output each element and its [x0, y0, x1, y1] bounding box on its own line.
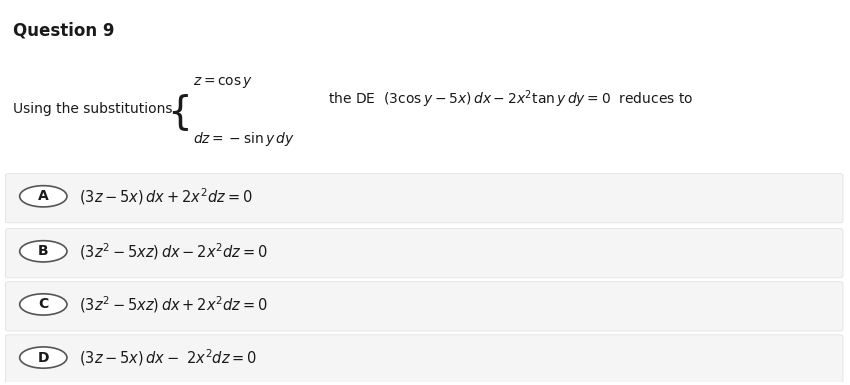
FancyBboxPatch shape	[5, 282, 843, 331]
Text: $\{$: $\{$	[167, 92, 190, 133]
Circle shape	[20, 241, 67, 262]
Text: A: A	[38, 189, 48, 203]
Text: $z = \cos y$: $z = \cos y$	[193, 75, 253, 90]
Text: the DE  $(3\cos y - 5x)\,dx - 2x^2\tan y\, dy = 0$  reduces to: the DE $(3\cos y - 5x)\,dx - 2x^2\tan y\…	[328, 89, 694, 110]
Text: C: C	[38, 298, 48, 311]
Text: Using the substitutions: Using the substitutions	[13, 102, 173, 116]
Circle shape	[20, 186, 67, 207]
Text: $(3z^2 - 5xz)\,dx + 2x^2dz = 0$: $(3z^2 - 5xz)\,dx + 2x^2dz = 0$	[79, 294, 268, 315]
Circle shape	[20, 294, 67, 315]
Text: D: D	[37, 351, 49, 365]
FancyBboxPatch shape	[5, 174, 843, 223]
Text: B: B	[38, 244, 48, 258]
Circle shape	[20, 347, 67, 368]
Text: $dz = -\sin y\, dy$: $dz = -\sin y\, dy$	[193, 131, 295, 148]
Text: $(3z^2 - 5xz)\,dx - 2x^2dz = 0$: $(3z^2 - 5xz)\,dx - 2x^2dz = 0$	[79, 241, 268, 262]
Text: $(3z - 5x)\,dx -\ 2x^2dz = 0$: $(3z - 5x)\,dx -\ 2x^2dz = 0$	[79, 347, 257, 368]
Text: Question 9: Question 9	[13, 22, 115, 40]
FancyBboxPatch shape	[5, 229, 843, 278]
Text: $(3z - 5x)\,dx + 2x^2dz = 0$: $(3z - 5x)\,dx + 2x^2dz = 0$	[79, 186, 252, 207]
FancyBboxPatch shape	[5, 335, 843, 384]
